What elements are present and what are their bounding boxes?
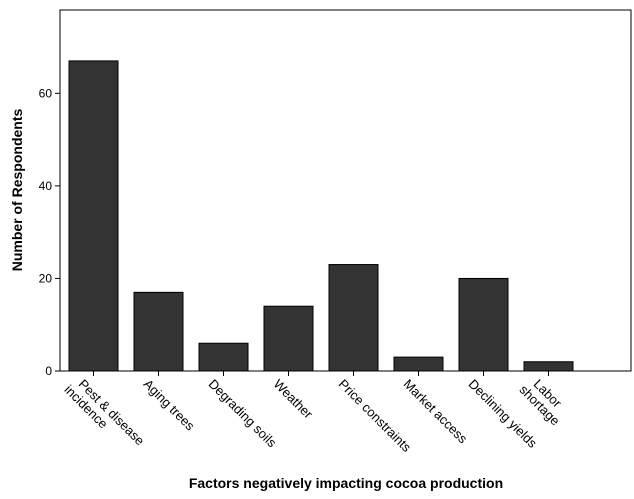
- bar-1: [133, 291, 184, 372]
- y-axis-ticks: 0 20 40 60: [39, 86, 60, 378]
- bar-5: [393, 356, 444, 372]
- x-tick-label-2: Degrading soils: [206, 376, 280, 450]
- bar-0: [68, 60, 119, 372]
- y-tick-label-3: 60: [39, 86, 53, 100]
- x-tick-label-1: Aging trees: [141, 376, 198, 433]
- y-tick-label-1: 20: [39, 271, 53, 285]
- y-tick-label-2: 40: [39, 179, 53, 193]
- y-tick-label-0: 0: [45, 364, 52, 378]
- bar-4: [328, 264, 379, 372]
- x-axis-title: Factors negatively impacting cocoa produ…: [189, 475, 503, 491]
- bars-group: [68, 60, 574, 372]
- x-tick-label-7: Laborshortage: [516, 372, 572, 428]
- bar-7: [523, 361, 574, 372]
- y-axis-title: Number of Respondents: [9, 109, 25, 272]
- x-tick-label-5: Market access: [401, 376, 471, 446]
- x-tick-label-3: Weather: [271, 376, 317, 422]
- x-tick-label-0: Pest & diseaseincidence: [61, 372, 147, 458]
- x-axis-labels: Pest & diseaseincidence Aging trees Degrad…: [61, 371, 572, 458]
- bar-3: [263, 305, 314, 372]
- bar-6: [458, 277, 509, 372]
- bar-2: [198, 342, 249, 372]
